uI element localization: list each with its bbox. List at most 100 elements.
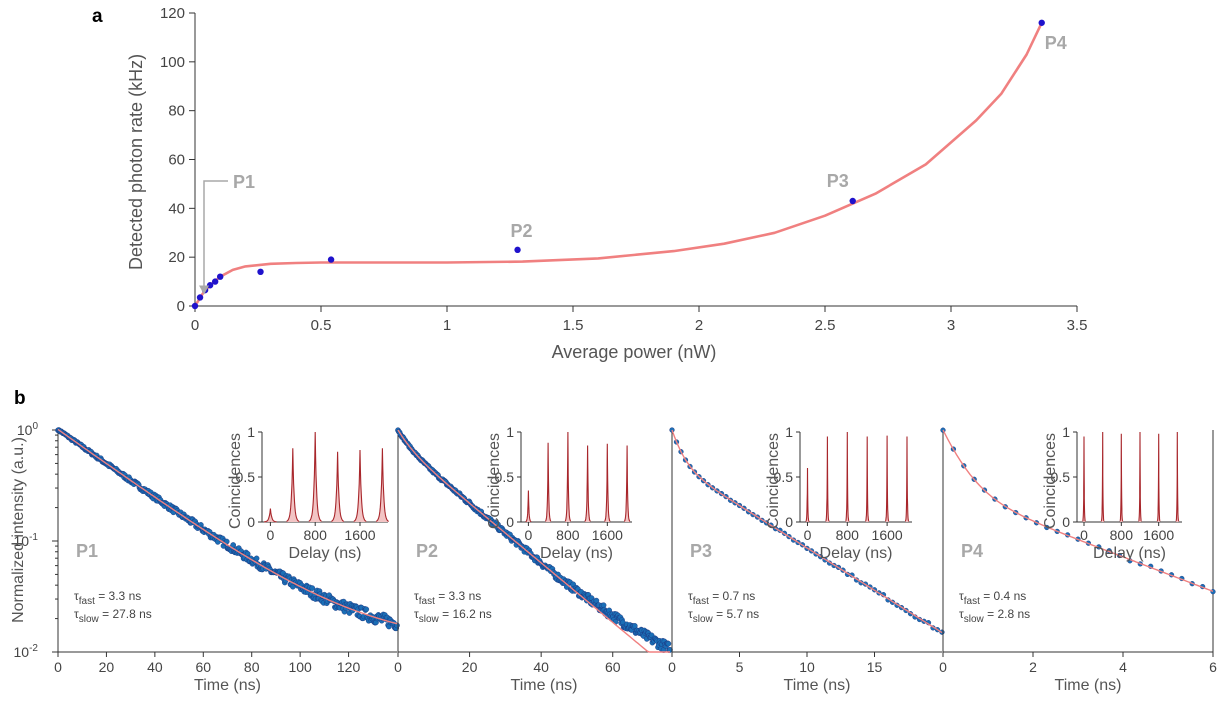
inset-x-axis-label: Delay (ns) [289, 545, 362, 562]
panel-b-y-tick-label: 100 [17, 421, 39, 438]
panel-a-data-point [1038, 19, 1045, 26]
inset-peak-fill [353, 450, 367, 522]
inset-peak [604, 443, 611, 522]
inset-y-tick-label: 0.5 [495, 469, 515, 485]
inset-peak [353, 449, 367, 522]
inset-y-tick-label: 1 [785, 424, 793, 440]
tau-fast-annotation: τfast = 0.4 ns [959, 589, 1026, 607]
panel-a-x-tick-label: 2 [695, 317, 703, 334]
panel-a-data-point [196, 294, 204, 301]
inset-p4: 0 0.5 1 0 800 1600 Delay (ns) Coincidences [1042, 424, 1182, 562]
inset-y-tick-label: 0 [506, 514, 514, 530]
inset-x-axis-label: Delay (ns) [820, 545, 893, 562]
subplot-data-point [665, 640, 672, 647]
inset-peak [1175, 431, 1180, 522]
inset-x-tick-label: 1600 [344, 527, 375, 543]
subplot-x-tick-label: 5 [736, 659, 744, 675]
inset-y-tick-label: 0 [1062, 514, 1070, 530]
inset-p2: 0 0.5 1 0 800 1600 Delay (ns) Coincidences [486, 424, 632, 562]
subplot-data-point [253, 555, 260, 562]
tau-fast-annotation: τfast = 3.3 ns [74, 589, 141, 607]
subplot-x-tick-label: 10 [799, 659, 815, 675]
p1-callout-line [203, 180, 228, 288]
panel-a-x-tick-label: 3.5 [1067, 317, 1088, 334]
panel-a-fit-curve [193, 22, 1043, 307]
subplot-x-axis-label: Time (ns) [784, 677, 851, 694]
subplot-fit-curve [397, 429, 670, 653]
subplot-x-tick-label: 40 [147, 659, 163, 675]
inset-y-tick-label: 1 [1062, 424, 1070, 440]
panel-a-y-tick-label: 100 [160, 54, 185, 71]
inset-y-axis-label: Coincidences [227, 433, 244, 529]
subplot-x-tick-label: 2 [1029, 659, 1037, 675]
inset-x-tick-label: 1600 [1143, 527, 1174, 543]
inset-x-tick-label: 0 [267, 527, 275, 543]
panel-a-data-point [327, 256, 335, 263]
panel-b-y-tick-label: 10-1 [14, 532, 39, 549]
inset-y-axis-label: Coincidences [1042, 433, 1059, 529]
subplot-x-tick-label: 120 [337, 659, 361, 675]
inset-x-tick-label: 1600 [592, 527, 623, 543]
inset-y-axis-label: Coincidences [486, 433, 503, 529]
panel-a-data-point [191, 302, 199, 310]
inset-peak [263, 508, 277, 523]
subplot-x-tick-label: 4 [1119, 659, 1127, 675]
subplot-fit-curve [57, 428, 398, 625]
inset-peak [584, 445, 591, 522]
panel-a-data-point [211, 278, 219, 285]
inset-peak-fill [308, 432, 322, 522]
subplot-x-tick-label: 0 [668, 659, 676, 675]
inset-peak [525, 490, 532, 523]
inset-peak-fill [376, 448, 389, 522]
panel-a-data-point [206, 282, 214, 289]
subplot-x-tick-label: 60 [195, 659, 211, 675]
panel-a-y-tick-label: 60 [168, 152, 185, 169]
panel-a-x-tick-label: 2.5 [815, 317, 836, 334]
subplot-label-p3: P3 [690, 541, 712, 561]
inset-y-tick-label: 0 [785, 514, 793, 530]
subplot-x-tick-label: 6 [1209, 659, 1217, 675]
panel-a-y-tick-label: 20 [168, 249, 185, 266]
tau-fast-annotation: τfast = 0.7 ns [688, 589, 755, 607]
inset-x-tick-label: 800 [556, 527, 580, 543]
panel-letter-b: b [14, 388, 26, 409]
inset-x-tick-label: 800 [304, 527, 328, 543]
subplot-x-axis-label: Time (ns) [1055, 677, 1122, 694]
subplot-x-tick-label: 0 [54, 659, 62, 675]
inset-x-tick-label: 0 [1080, 527, 1088, 543]
panel-a-data-point [217, 273, 224, 280]
panel-a-x-tick-label: 0 [191, 317, 199, 334]
inset-peak [845, 431, 850, 522]
inset-x-tick-label: 0 [525, 527, 533, 543]
inset-peak [375, 448, 389, 522]
panel-a-x-tick-label: 1 [443, 317, 451, 334]
inset-peak [1100, 431, 1105, 522]
panel-a-y-tick-label: 80 [168, 103, 185, 120]
panel-a-y-tick-label: 40 [168, 200, 185, 217]
subplot-label-p4: P4 [961, 541, 983, 561]
inset-peak-fill [264, 508, 277, 522]
panel-a-data-point [514, 246, 521, 254]
panel-a-x-tick-label: 3 [947, 317, 955, 334]
panel-letter-a: a [92, 6, 103, 27]
subplot-label-p2: P2 [416, 541, 438, 561]
subplot-data-point [363, 606, 370, 613]
subplot-data-point [309, 585, 316, 591]
tau-slow-annotation: τslow = 2.8 ns [959, 607, 1030, 625]
subplot-x-tick-label: 15 [867, 659, 883, 675]
panel-a-x-tick-label: 1.5 [563, 317, 584, 334]
subplot-data-point [632, 623, 638, 629]
inset-peak [904, 436, 910, 522]
inset-x-tick-label: 0 [804, 527, 812, 543]
tau-slow-annotation: τslow = 16.2 ns [414, 607, 492, 625]
inset-y-axis-label: Coincidences [765, 433, 782, 529]
inset-peak [1138, 431, 1142, 522]
subplot-fit-curve [942, 429, 1214, 592]
panel-a-x-tick-label: 0.5 [311, 317, 332, 334]
inset-p3: 0 0.5 1 0 800 1600 Delay (ns) Coincidences [765, 424, 912, 562]
subplot-x-tick-label: 20 [99, 659, 115, 675]
subplot-x-tick-label: 0 [394, 659, 402, 675]
